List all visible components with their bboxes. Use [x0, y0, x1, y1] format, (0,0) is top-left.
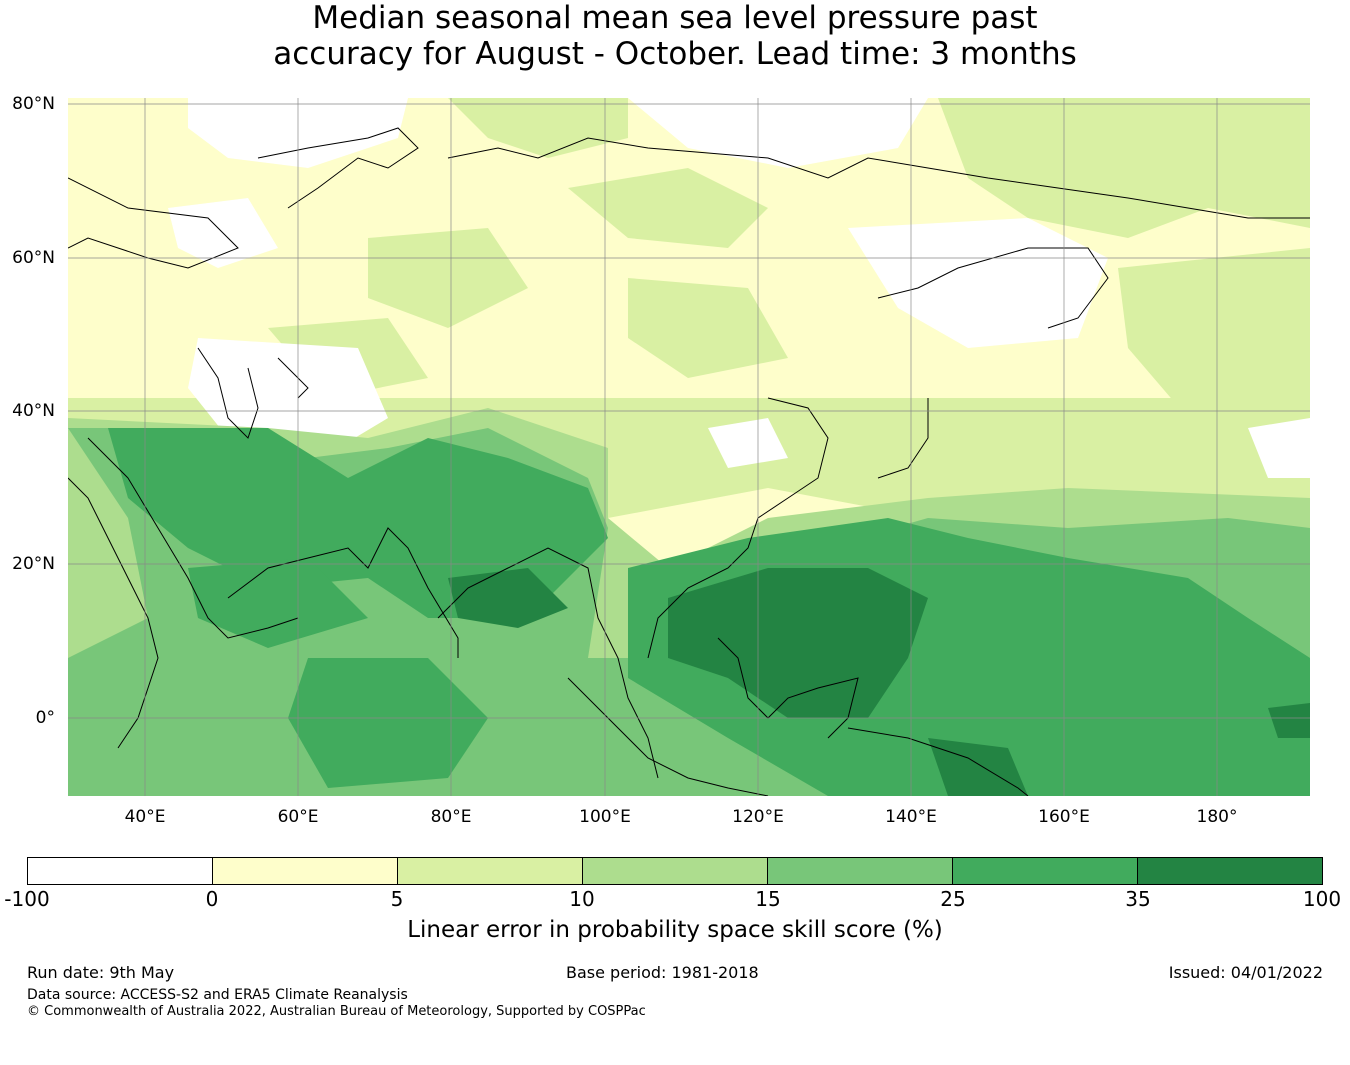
lat-label-40n: 40°N — [12, 401, 55, 421]
lon-label-160e: 160°E — [1038, 807, 1090, 827]
map-title: Median seasonal mean sea level pressure … — [0, 0, 1350, 72]
colorbar-label: Linear error in probability space skill … — [407, 917, 943, 943]
colorbar-tick: 35 — [1125, 887, 1151, 911]
colorbar-segment — [398, 858, 583, 884]
colorbar-tick: 100 — [1302, 887, 1342, 911]
colorbar-segment — [28, 858, 213, 884]
data-source: Data source: ACCESS-S2 and ERA5 Climate … — [27, 987, 408, 1003]
colorbar-tick: 0 — [205, 887, 219, 911]
copyright: © Commonwealth of Australia 2022, Austra… — [27, 1004, 646, 1019]
colorbar-segment — [768, 858, 953, 884]
lon-label-100e: 100°E — [579, 807, 631, 827]
colorbar-segment — [583, 858, 768, 884]
colorbar-segment — [213, 858, 398, 884]
lon-label-140e: 140°E — [885, 807, 937, 827]
run-date: Run date: 9th May — [27, 963, 175, 982]
issued-date: Issued: 04/01/2022 — [1168, 963, 1323, 982]
base-period: Base period: 1981-2018 — [566, 963, 759, 982]
lon-label-60e: 60°E — [277, 807, 319, 827]
colorbar-tick: 10 — [569, 887, 595, 911]
lat-label-80n: 80°N — [12, 94, 55, 114]
skill-band-25-35 — [108, 428, 1310, 796]
colorbar-segment — [953, 858, 1138, 884]
colorbar-segment — [1138, 858, 1322, 884]
lon-label-80e: 80°E — [430, 807, 472, 827]
title-line-2: accuracy for August - October. Lead time… — [273, 36, 1077, 72]
colorbar-tick: 25 — [940, 887, 966, 911]
skill-band-35-100 — [448, 568, 1310, 796]
lat-label-60n: 60°N — [12, 248, 55, 268]
colorbar-tick: -100 — [4, 887, 50, 911]
lon-label-40e: 40°E — [124, 807, 166, 827]
graticule — [68, 98, 1310, 796]
lon-label-120e: 120°E — [732, 807, 784, 827]
lat-label-20n: 20°N — [12, 554, 55, 574]
skill-score-map — [68, 98, 1310, 796]
colorbar-tick: 5 — [390, 887, 404, 911]
title-line-1: Median seasonal mean sea level pressure … — [312, 0, 1038, 36]
colorbar — [27, 857, 1323, 885]
lat-label-0: 0° — [35, 708, 55, 728]
skill-band-negative — [168, 98, 1310, 478]
map-canvas — [68, 98, 1310, 796]
colorbar-tick: 15 — [755, 887, 781, 911]
lon-label-180: 180° — [1196, 807, 1238, 827]
